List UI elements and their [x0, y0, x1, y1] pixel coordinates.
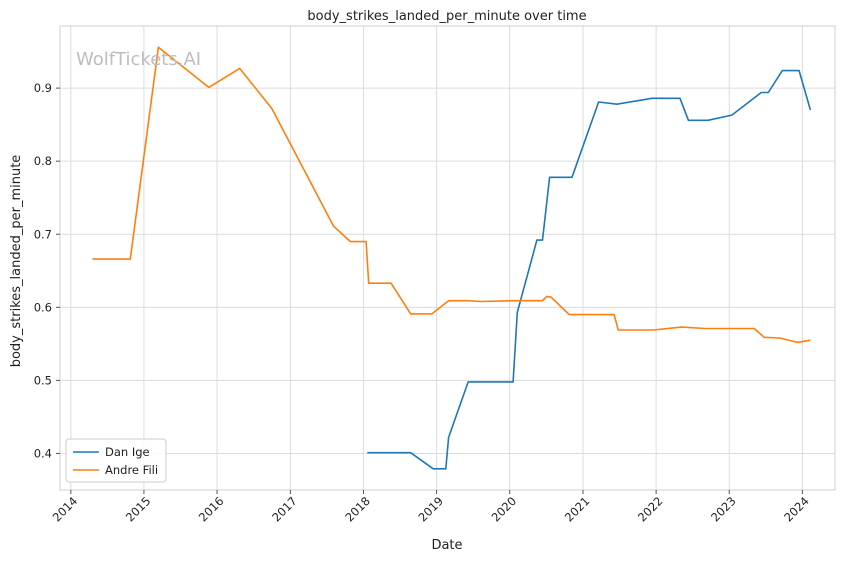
x-tick-label: 2016: [196, 494, 227, 525]
plot-frame: [59, 25, 836, 491]
watermark: WolfTickets.AI: [76, 49, 201, 70]
series-line-andre-fili: [92, 46, 811, 344]
x-tick-label: 2021: [562, 494, 593, 525]
y-tick-label: 0.8: [34, 154, 52, 168]
x-tick-label: 2024: [781, 494, 812, 525]
x-tick-label: 2018: [342, 494, 373, 525]
series-lines: [92, 46, 812, 470]
legend-box: [65, 438, 167, 483]
y-tick-label: 0.7: [34, 227, 52, 241]
x-axis-ticks: 2014 2015 2016 2017 2018 2019 2020 2021 2022 2023…: [50, 490, 812, 524]
x-tick-label: 2017: [269, 494, 300, 525]
legend-label-dan-ige: Dan Ige: [105, 445, 150, 459]
y-tick-label: 0.9: [34, 81, 52, 95]
y-axis-label: body_strikes_landed_per_minute: [9, 155, 24, 368]
x-tick-label: 2020: [489, 494, 520, 525]
legend-label-andre-fili: Andre Fili: [105, 463, 158, 477]
x-tick-label: 2023: [708, 494, 739, 525]
x-axis-label: Date: [431, 538, 462, 553]
series-line-dan-ige: [367, 69, 812, 470]
y-tick-label: 0.6: [34, 300, 52, 314]
x-tick-label: 2022: [635, 494, 666, 525]
x-tick-label: 2019: [415, 494, 446, 525]
x-tick-label: 2014: [50, 494, 81, 525]
y-tick-label: 0.5: [34, 373, 52, 387]
x-tick-label: 2015: [123, 494, 154, 525]
y-axis-ticks: 0.4 0.5 0.6 0.7 0.8 0.9: [34, 81, 60, 460]
grid: [60, 26, 835, 490]
y-tick-label: 0.4: [34, 446, 52, 460]
chart-title: body_strikes_landed_per_minute over time: [307, 9, 586, 24]
legend: Dan Ige Andre Fili: [65, 438, 167, 483]
